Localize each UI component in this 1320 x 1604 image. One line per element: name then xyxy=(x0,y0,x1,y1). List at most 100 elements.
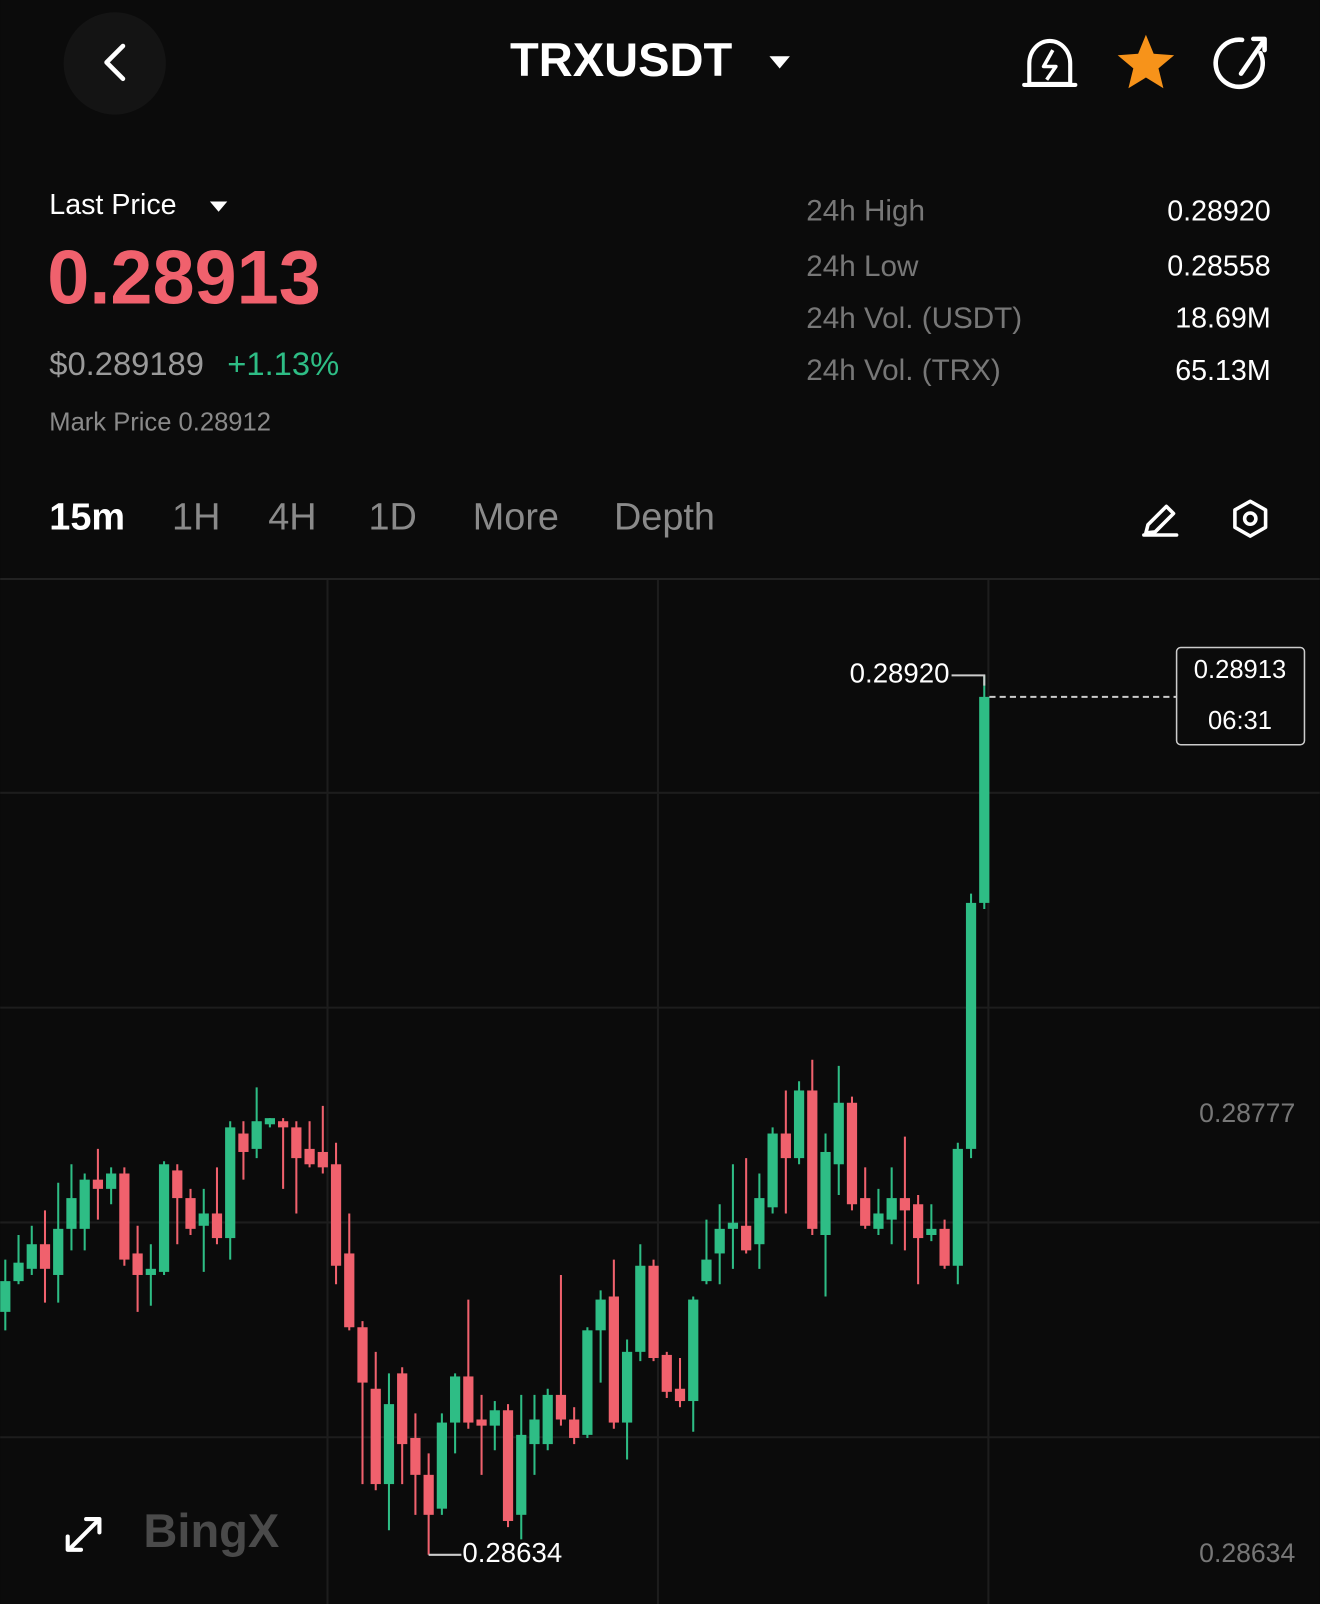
candle-body xyxy=(145,1268,156,1275)
candle-body xyxy=(661,1354,672,1392)
interval-tab[interactable]: 4H xyxy=(268,497,316,539)
stat-label: 24h Vol. (USDT) xyxy=(806,302,1022,335)
candle-body xyxy=(714,1228,725,1254)
candle-body xyxy=(449,1376,461,1423)
share-icon[interactable] xyxy=(1213,36,1267,90)
last-price-tag xyxy=(1175,646,1306,746)
candle-body xyxy=(621,1351,633,1423)
mark-price: Mark Price 0.28912 xyxy=(49,408,271,436)
interval-tab[interactable]: More xyxy=(473,497,559,539)
interval-tab[interactable]: 1H xyxy=(172,497,220,539)
candle-body xyxy=(952,1148,963,1266)
candle-body xyxy=(106,1173,117,1189)
candle-body xyxy=(26,1244,37,1269)
candle-body xyxy=(66,1198,77,1229)
candle-body xyxy=(741,1225,752,1251)
symbol-title[interactable]: TRXUSDT xyxy=(510,33,732,86)
candle-body xyxy=(820,1151,831,1235)
candle-body xyxy=(172,1170,183,1199)
last-price-label[interactable]: Last Price xyxy=(49,189,176,221)
candle-body xyxy=(595,1299,606,1331)
candle-body xyxy=(185,1198,196,1229)
candle-body xyxy=(410,1437,421,1475)
candle-body xyxy=(688,1299,699,1402)
candle-body xyxy=(873,1213,884,1229)
low-marker-label: 0.28634 xyxy=(462,1537,562,1568)
stats: 24h High 0.28920 24h Low 0.28558 24h Vol. (U… xyxy=(806,195,1270,388)
candle-body xyxy=(198,1213,209,1226)
candle-body xyxy=(807,1090,818,1229)
candle-body xyxy=(886,1198,897,1220)
interval-tabs: 15m 1H 4H 1D More Depth xyxy=(49,497,715,539)
candle-body xyxy=(899,1198,911,1211)
candle-body xyxy=(383,1404,395,1485)
candle-body xyxy=(926,1228,937,1235)
chart-grid xyxy=(0,580,1320,1604)
candle-body xyxy=(79,1179,90,1229)
candle-body xyxy=(476,1419,487,1426)
interval-tab[interactable]: 1D xyxy=(368,497,416,539)
candle-body xyxy=(291,1127,302,1159)
y-tick-label: 0.28777 xyxy=(1199,1098,1295,1128)
candle-body xyxy=(860,1198,871,1226)
candle-body xyxy=(767,1133,778,1208)
candle-body xyxy=(264,1118,276,1125)
candle-body xyxy=(674,1388,686,1402)
last-price-dropdown[interactable] xyxy=(209,201,228,212)
candle-body xyxy=(833,1102,844,1165)
fullscreen-icon[interactable] xyxy=(65,1517,102,1552)
candle-body xyxy=(727,1222,739,1229)
watermark: BingX xyxy=(143,1504,279,1557)
interval-tab[interactable]: 15m xyxy=(49,497,125,539)
candle-body xyxy=(39,1244,51,1269)
candle-body xyxy=(132,1253,143,1275)
favorite-star[interactable] xyxy=(1117,34,1175,89)
candle-body xyxy=(780,1133,791,1159)
candle-body xyxy=(238,1133,249,1152)
candle-body xyxy=(846,1102,858,1205)
candle-body xyxy=(397,1373,408,1445)
candle-body xyxy=(0,1281,11,1312)
candle-body xyxy=(754,1198,765,1245)
candle-body xyxy=(330,1164,342,1266)
candle-body xyxy=(529,1419,540,1445)
candle-body xyxy=(555,1394,567,1420)
candlestick-chart: 0.28777 0.28634 0.28920 0.28634 0.28913 06:31 xyxy=(0,646,1306,1568)
interval-tab[interactable]: Depth xyxy=(614,497,715,539)
candle-body xyxy=(913,1204,924,1239)
candle-body xyxy=(608,1296,619,1423)
settings-icon[interactable] xyxy=(1233,499,1268,538)
stat-value: 65.13M xyxy=(1175,355,1270,387)
candle-body xyxy=(251,1121,262,1149)
candle-body xyxy=(569,1419,580,1438)
candle-body xyxy=(344,1253,355,1328)
stat-value: 18.69M xyxy=(1175,303,1270,335)
candle-body xyxy=(13,1262,24,1282)
candle-body xyxy=(793,1090,805,1159)
candle-body xyxy=(502,1410,514,1521)
price-change: +1.13% xyxy=(227,345,339,382)
alert-icon[interactable] xyxy=(1022,38,1078,87)
last-price-tag-value: 0.28913 xyxy=(1194,656,1286,684)
candle-body xyxy=(965,902,977,1149)
candle-body xyxy=(158,1164,170,1272)
candle-body xyxy=(939,1228,950,1266)
stat-value: 0.28920 xyxy=(1167,195,1270,227)
candle-body xyxy=(53,1228,64,1275)
candle-body xyxy=(582,1330,593,1435)
back-button[interactable] xyxy=(63,12,166,115)
high-marker-label: 0.28920 xyxy=(850,658,950,689)
candle-body xyxy=(436,1422,447,1509)
candle-body xyxy=(211,1213,223,1239)
draw-icon[interactable] xyxy=(1142,504,1179,537)
candle-body xyxy=(278,1121,289,1128)
candle-body xyxy=(119,1173,130,1260)
candle-body xyxy=(225,1127,236,1239)
symbol-dropdown[interactable] xyxy=(769,56,790,69)
countdown: 06:31 xyxy=(1208,707,1272,735)
candle-body xyxy=(542,1394,553,1445)
